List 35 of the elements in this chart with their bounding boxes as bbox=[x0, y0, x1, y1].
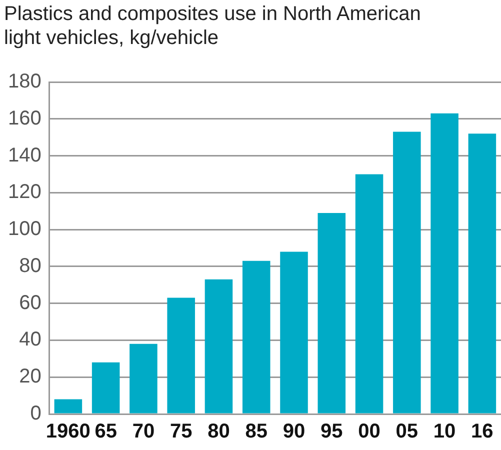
y-tick-label: 80 bbox=[19, 254, 42, 277]
bar bbox=[54, 399, 82, 414]
y-tick-label: 120 bbox=[8, 181, 42, 204]
y-tick-label: 20 bbox=[19, 366, 42, 388]
bar bbox=[355, 174, 384, 414]
y-tick-label: 140 bbox=[8, 144, 42, 166]
y-tick-label: 100 bbox=[8, 218, 42, 240]
x-tick-label: 70 bbox=[132, 420, 155, 443]
x-tick-label: 1960 bbox=[46, 420, 90, 443]
x-tick-label: 95 bbox=[320, 420, 343, 443]
x-tick-label: 85 bbox=[245, 420, 268, 443]
bar bbox=[167, 298, 195, 414]
bar bbox=[204, 279, 233, 414]
bar bbox=[393, 132, 421, 414]
bar bbox=[318, 212, 346, 414]
bar bbox=[468, 134, 496, 414]
y-tick-label: 180 bbox=[8, 70, 42, 93]
x-tick-label: 75 bbox=[170, 420, 192, 443]
x-tick-label: 80 bbox=[208, 420, 230, 443]
x-tick-label: 00 bbox=[358, 420, 380, 443]
y-tick-label: 60 bbox=[19, 292, 42, 314]
chart-title: Plastics and composites use in North American light vehicles, kg/vehicle bbox=[4, 2, 422, 50]
x-tick-label: 10 bbox=[433, 420, 456, 443]
bar bbox=[430, 113, 458, 414]
bar bbox=[130, 344, 158, 414]
x-tick-label: 65 bbox=[94, 420, 117, 443]
x-tick-label: 16 bbox=[471, 420, 494, 443]
y-tick-label: 40 bbox=[19, 328, 42, 351]
bar bbox=[242, 260, 270, 414]
y-tick-label: 0 bbox=[30, 402, 42, 425]
x-tick-label: 90 bbox=[282, 420, 306, 443]
bar bbox=[92, 362, 120, 414]
bar bbox=[280, 252, 308, 414]
y-tick-label: 160 bbox=[8, 107, 42, 130]
x-tick-label: 05 bbox=[396, 420, 418, 443]
